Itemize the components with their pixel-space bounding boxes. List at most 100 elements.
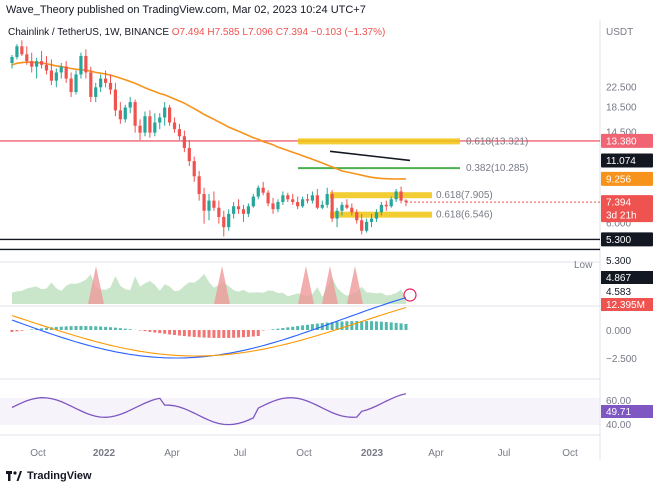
macd-histogram-bar [89,326,93,330]
candle-body [389,199,393,207]
macd-histogram-bar [241,330,245,338]
candle-body [355,212,359,221]
candle-body [177,129,182,137]
candle-body [59,66,63,73]
price-tag [601,133,653,148]
candle-body [251,196,255,207]
x-tick-label: Oct [296,448,312,459]
tradingview-footer[interactable]: TradingView [6,470,92,482]
macd-histogram-bar [227,330,231,338]
candle-body [212,200,216,208]
candle-body [168,107,172,123]
rsi-value-tag [601,405,653,418]
macd-histogram-bar [365,321,369,330]
candle-body [153,122,157,133]
candle-body [69,78,73,93]
macd-histogram-bar [192,330,196,337]
candle-body [369,218,374,222]
volume-spike [88,266,104,304]
candle-body [374,212,379,219]
candle-body [320,204,324,208]
x-tick-label: Jul [498,448,511,459]
candle-body [172,122,177,130]
candle-body [94,87,98,97]
macd-histogram-bar [325,322,329,330]
macd-histogram-bar [340,321,344,330]
macd-tick-label: −2.500 [606,354,637,365]
macd-histogram-bar [10,330,14,332]
rsi-band [0,398,600,425]
footer-brand: TradingView [27,470,92,482]
volume-tag-text: 12.395M [606,300,645,311]
macd-histogram-bar [271,329,275,330]
macd-histogram-bar [44,327,48,330]
candle-body [266,192,270,204]
macd-histogram-bar [187,330,191,337]
macd-histogram-bar [315,323,319,330]
macd-histogram-bar [113,327,117,330]
macd-histogram-bar [296,326,300,330]
candle-body [74,74,78,93]
volume-tag-text: 5.300 [606,256,631,267]
macd-histogram-bar [99,326,103,330]
macd-histogram-bar [197,330,201,338]
volume-alert-icon [403,288,417,302]
candle-body [20,46,24,55]
macd-histogram-bar [330,322,334,330]
macd-histogram-bar [246,330,250,337]
candle-body [256,187,260,197]
price-tag [601,232,653,247]
macd-histogram-bar [251,330,255,337]
volume-tag [601,254,653,267]
macd-tick-label: 0.000 [606,326,631,337]
moving-average-line [11,61,406,180]
macd-histogram-bar [222,330,226,338]
candle-body [103,78,108,83]
price-tick-label: 18.500 [606,103,637,114]
candle-body [310,195,315,201]
candle-body [379,204,383,213]
rsi-value-text: 49.71 [606,407,631,418]
price-tag [601,208,653,223]
volume-tag-text: 4.867 [606,273,631,284]
candle-body [89,72,93,97]
macd-histogram-bar [286,327,290,330]
macd-histogram-bar [384,322,388,330]
macd-histogram-bar [232,330,236,338]
macd-histogram-bar [153,330,157,333]
signal-line [11,306,407,357]
candle-body [30,61,34,67]
candle-body [202,193,206,211]
macd-histogram-bar [94,326,98,330]
macd-histogram-bar [310,324,314,330]
macd-histogram-bar [109,327,112,330]
macd-histogram-bar [202,330,206,338]
x-tick-label: Oct [30,448,46,459]
candle-body [10,56,14,63]
candle-body [148,116,152,133]
candle-body [123,107,127,120]
legend-part: L7.096 [242,27,275,38]
candle-body [197,176,201,194]
candle-body [360,220,364,231]
legend-part: Chainlink / TetherUS, 1W, BINANCE [8,27,172,38]
candle-body [345,204,349,208]
volume-tag [601,271,653,284]
macd-histogram-bar [20,330,24,331]
macd-histogram-bar [79,326,83,330]
x-tick-label: 2023 [361,448,384,459]
macd-histogram-bar [64,326,68,330]
candle-body [44,64,49,71]
candle-body [192,161,196,177]
macd-histogram-bar [237,330,241,338]
macd-histogram-bar [360,321,364,330]
macd-histogram-bar [173,330,177,336]
fib-zone [330,192,432,199]
candle-body [399,191,403,201]
price-tag-text: 3d 21h [606,211,637,222]
candle-body [118,110,122,120]
candle-body [113,89,118,111]
candle-body [64,66,68,79]
candle-body [236,206,241,210]
